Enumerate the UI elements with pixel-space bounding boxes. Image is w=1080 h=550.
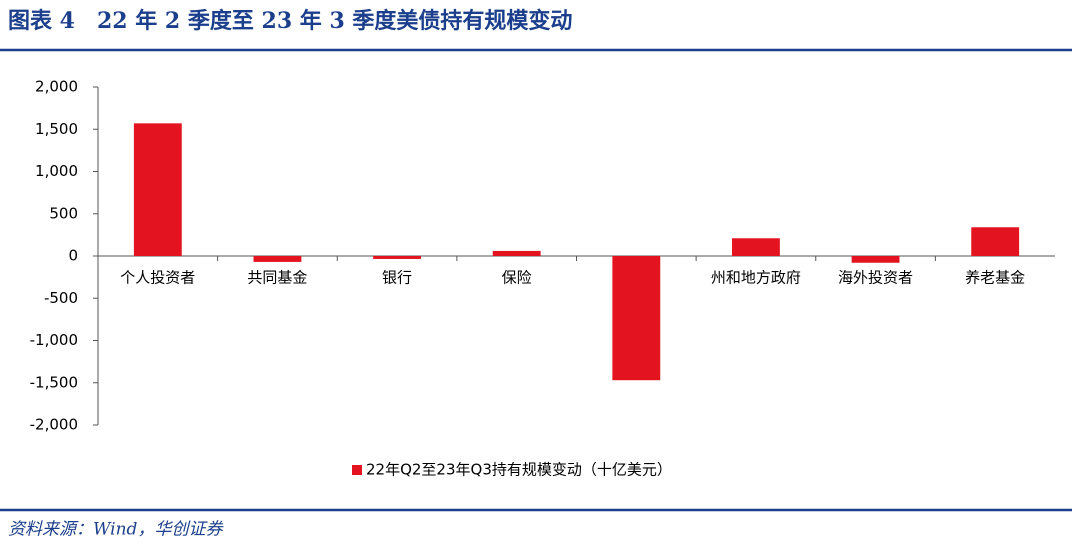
y-tick-label: -500 (44, 289, 78, 307)
source: 资料来源：Wind，华创证券 (8, 520, 224, 540)
bar (612, 256, 661, 381)
x-tick-label: 银行 (382, 269, 412, 287)
y-tick-label: 500 (49, 204, 78, 222)
legend-swatch (352, 465, 362, 475)
y-tick-label: -1,000 (30, 331, 78, 349)
bar (133, 123, 182, 257)
bar (492, 250, 541, 256)
x-tick-label: 海外投资者 (838, 269, 913, 287)
y-tick-label: 1,500 (35, 120, 78, 138)
x-tick-label: 保险 (502, 269, 532, 287)
x-tick-label: 州和地方政府 (711, 269, 801, 287)
x-tick-label: 共同基金 (247, 269, 307, 287)
y-tick-label: -1,500 (30, 373, 78, 391)
bar (732, 238, 780, 256)
y-tick-label: -2,000 (30, 416, 78, 434)
bar (253, 256, 302, 262)
y-tick-label: 0 (68, 247, 78, 265)
bar (851, 256, 900, 263)
legend-label: 22年Q2至23年Q3持有规模变动（十亿美元） (366, 461, 672, 479)
y-tick-label: 2,000 (35, 78, 78, 96)
x-tick-label: 养老基金 (965, 269, 1025, 287)
y-tick-label: 1,000 (35, 162, 78, 180)
x-tick-label: 个人投资者 (120, 269, 195, 287)
bar (971, 227, 1020, 256)
chart-title: 图表 4 22 年 2 季度至 23 年 3 季度美债持有规模变动 (8, 8, 572, 34)
bar (373, 256, 421, 259)
